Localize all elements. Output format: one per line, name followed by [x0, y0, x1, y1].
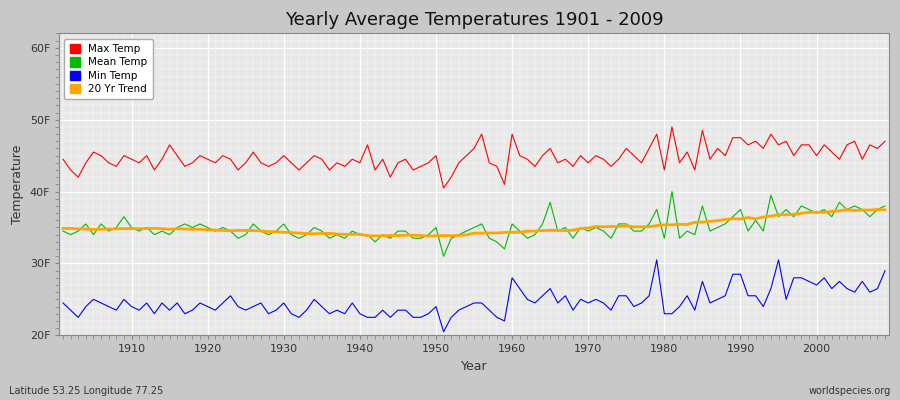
Title: Yearly Average Temperatures 1901 - 2009: Yearly Average Temperatures 1901 - 2009: [284, 11, 663, 29]
Legend: Max Temp, Mean Temp, Min Temp, 20 Yr Trend: Max Temp, Mean Temp, Min Temp, 20 Yr Tre…: [65, 39, 153, 99]
X-axis label: Year: Year: [461, 360, 488, 373]
Text: Latitude 53.25 Longitude 77.25: Latitude 53.25 Longitude 77.25: [9, 386, 163, 396]
Text: worldspecies.org: worldspecies.org: [809, 386, 891, 396]
Y-axis label: Temperature: Temperature: [11, 145, 24, 224]
